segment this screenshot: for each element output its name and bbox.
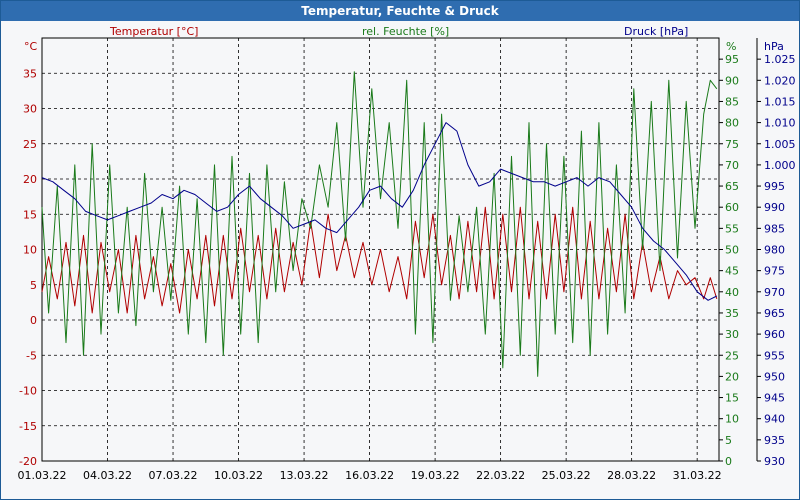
date-tick-label: 01.03.22 — [18, 469, 67, 482]
pressure-tick-label: 945 — [764, 392, 785, 405]
date-tick-label: 19.03.22 — [411, 469, 460, 482]
humidity-tick-label: 70 — [725, 159, 739, 172]
pressure-tick-label: 1.025 — [764, 53, 796, 66]
humidity-tick-label: 95 — [725, 53, 739, 66]
pressure-tick-label: 955 — [764, 349, 785, 362]
temperature-tick-label: 30 — [23, 103, 37, 116]
humidity-tick-label: 35 — [725, 307, 739, 320]
humidity-tick-label: 25 — [725, 349, 739, 362]
legend-humidity: rel. Feuchte [%] — [362, 25, 449, 38]
pressure-tick-label: 1.020 — [764, 74, 796, 87]
humidity-tick-label: 85 — [725, 95, 739, 108]
temperature-tick-label: 10 — [23, 244, 37, 257]
temperature-tick-label: -10 — [19, 385, 37, 398]
pressure-tick-label: 930 — [764, 455, 785, 468]
humidity-tick-label: 60 — [725, 201, 739, 214]
humidity-tick-label: 65 — [725, 180, 739, 193]
pressure-tick-label: 975 — [764, 265, 785, 278]
pressure-tick-label: 970 — [764, 286, 785, 299]
date-tick-label: 10.03.22 — [214, 469, 263, 482]
date-tick-label: 07.03.22 — [149, 469, 198, 482]
pressure-tick-label: 995 — [764, 180, 785, 193]
date-tick-label: 13.03.22 — [280, 469, 329, 482]
date-tick-label: 16.03.22 — [345, 469, 394, 482]
temperature-axis-unit: °C — [24, 40, 38, 53]
temperature-axis-ticks: -20 -15 -10 -5 0 5 10 15 20 25 30 35 — [19, 67, 37, 468]
temperature-tick-label: -15 — [19, 420, 37, 433]
humidity-tick-label: 90 — [725, 74, 739, 87]
pressure-tick-label: 935 — [764, 434, 785, 447]
pressure-series-line — [41, 122, 718, 301]
temperature-tick-label: 5 — [30, 279, 37, 292]
series-lines — [41, 71, 718, 377]
temperature-tick-label: 20 — [23, 173, 37, 186]
date-tick-label: 28.03.22 — [607, 469, 656, 482]
pressure-tick-label: 1.000 — [764, 159, 796, 172]
legend-pressure: Druck [hPa] — [624, 25, 688, 38]
pressure-tick-label: 1.015 — [764, 95, 796, 108]
date-tick-label: 25.03.22 — [542, 469, 591, 482]
pressure-tick-label: 1.005 — [764, 138, 796, 151]
humidity-tick-label: 30 — [725, 328, 739, 341]
temperature-tick-label: -5 — [26, 349, 37, 362]
pressure-tick-label: 985 — [764, 222, 785, 235]
humidity-tick-label: 10 — [725, 413, 739, 426]
date-axis-ticks: 01.03.22 04.03.22 07.03.22 10.03.22 13.03.22… — [18, 469, 722, 482]
pressure-axis-ticks: 930 935 940 945 950 955 960 965 970 975 980 985 990 9… — [756, 38, 796, 468]
temperature-tick-label: -20 — [19, 455, 37, 468]
humidity-tick-label: 45 — [725, 265, 739, 278]
humidity-tick-label: 5 — [725, 434, 732, 447]
pressure-tick-label: 950 — [764, 370, 785, 383]
legend-temperature: Temperatur [°C] — [109, 25, 198, 38]
temperature-tick-label: 25 — [23, 138, 37, 151]
date-tick-label: 22.03.22 — [476, 469, 525, 482]
humidity-axis-ticks: 0 5 10 15 20 25 30 35 40 45 50 55 60 65 70 75 80 85 90 95 — [719, 53, 739, 468]
date-tick-label: 04.03.22 — [83, 469, 132, 482]
pressure-tick-label: 990 — [764, 201, 785, 214]
humidity-tick-label: 80 — [725, 117, 739, 130]
pressure-tick-label: 960 — [764, 328, 785, 341]
humidity-axis-unit: % — [726, 40, 736, 53]
humidity-tick-label: 55 — [725, 222, 739, 235]
pressure-tick-label: 965 — [764, 307, 785, 320]
pressure-tick-label: 940 — [764, 413, 785, 426]
humidity-tick-label: 75 — [725, 138, 739, 151]
grid-lines — [41, 38, 719, 462]
pressure-tick-label: 1.010 — [764, 117, 796, 130]
humidity-tick-label: 50 — [725, 244, 739, 257]
temperature-series-line — [41, 206, 718, 314]
humidity-series-line — [41, 71, 718, 377]
temperature-tick-label: 35 — [23, 67, 37, 80]
humidity-tick-label: 20 — [725, 370, 739, 383]
chart-title: Temperatur, Feuchte & Druck — [1, 1, 799, 21]
humidity-tick-label: 0 — [725, 455, 732, 468]
temperature-tick-label: 0 — [30, 314, 37, 327]
pressure-tick-label: 980 — [764, 244, 785, 257]
date-tick-label: 31.03.22 — [673, 469, 722, 482]
humidity-tick-label: 40 — [725, 286, 739, 299]
humidity-tick-label: 15 — [725, 392, 739, 405]
temperature-tick-label: 15 — [23, 208, 37, 221]
pressure-axis-unit: hPa — [764, 40, 784, 53]
